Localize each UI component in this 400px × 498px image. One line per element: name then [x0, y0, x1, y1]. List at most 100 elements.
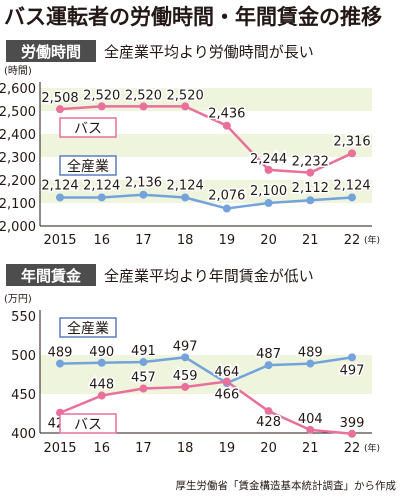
data-label: 464 — [214, 365, 239, 380]
x-tick-label: 21 — [302, 441, 319, 456]
data-point — [139, 384, 148, 393]
data-point — [348, 149, 356, 158]
series-name-box — [59, 317, 117, 338]
data-label: 489 — [48, 346, 73, 361]
data-label: 2,124 — [41, 178, 78, 193]
data-point — [222, 204, 231, 213]
data-label: 2,136 — [125, 176, 162, 191]
x-tick-label: 19 — [219, 233, 236, 248]
data-label: 2,112 — [292, 181, 329, 196]
x-tick-label: 16 — [93, 441, 110, 456]
data-label: 2,520 — [167, 88, 204, 103]
data-label: 491 — [131, 344, 156, 359]
series-name-box — [59, 155, 117, 176]
data-point — [264, 165, 273, 174]
y-tick-label: 2,500 — [0, 105, 36, 120]
y-tick-label: 2,300 — [0, 151, 36, 166]
x-tick-label: 22 — [344, 233, 361, 248]
data-point — [264, 361, 273, 370]
data-label: 2,244 — [250, 152, 287, 167]
data-label: 2,124 — [83, 178, 120, 193]
data-point — [222, 121, 231, 130]
y-axis-unit: (時間) — [4, 65, 32, 77]
data-label: 466 — [214, 388, 239, 403]
y-tick-label: 2,100 — [0, 197, 36, 212]
series-name-label: バス — [74, 121, 102, 137]
data-label: 2,100 — [250, 184, 287, 199]
data-label: 448 — [89, 378, 114, 393]
data-point — [306, 196, 315, 205]
data-point — [181, 353, 190, 362]
annual-wage-panel: 年間賃金 全産業平均より年間賃金が低い (万円) 400 450 500 550 2015 16… — [4, 264, 380, 456]
x-tick-label: 17 — [135, 233, 152, 248]
data-point — [139, 358, 148, 367]
y-tick-label: 400 — [11, 427, 36, 442]
panel-subtitle: 全産業平均より労働時間が長い — [104, 43, 314, 61]
data-point — [97, 358, 106, 367]
main-title: バス運転者の労働時間・年間賃金の推移 — [4, 5, 382, 29]
data-label: 497 — [340, 363, 365, 378]
data-point — [264, 407, 273, 416]
data-point — [264, 199, 273, 207]
x-tick-label: 21 — [302, 233, 319, 248]
data-label: 489 — [298, 346, 323, 361]
data-point — [139, 102, 148, 111]
series-name-label: 全産業 — [67, 158, 109, 175]
data-point — [97, 102, 106, 111]
series-name-label: 全産業 — [67, 320, 109, 337]
data-point — [348, 353, 356, 362]
data-point — [181, 193, 190, 202]
series-name-box — [59, 413, 117, 434]
x-tick-label: 17 — [135, 441, 152, 456]
series-line — [59, 105, 353, 174]
x-axis-unit: (年) — [364, 234, 380, 246]
data-label: 399 — [340, 416, 365, 431]
x-tick-label: 2015 — [43, 441, 76, 456]
data-point — [222, 377, 231, 386]
data-point — [348, 429, 356, 438]
data-label: 2,124 — [333, 178, 370, 193]
data-point — [56, 105, 64, 114]
data-point — [56, 359, 64, 368]
data-label: 457 — [131, 371, 156, 386]
x-tick-label: 20 — [260, 441, 277, 456]
data-point — [306, 359, 315, 368]
y-axis-unit: (万円) — [4, 294, 32, 305]
data-label: 2,232 — [292, 155, 329, 170]
series-line — [59, 380, 353, 436]
y-tick-label: 2,200 — [0, 174, 36, 189]
x-axis-unit: (年) — [364, 442, 380, 454]
data-label: 2,520 — [125, 88, 162, 103]
source-note: 厚生労働省「賃金構造基本統計調査」から作成 — [176, 479, 397, 492]
panel-header-box — [6, 40, 96, 62]
data-label: 2,316 — [333, 134, 370, 149]
data-point — [306, 425, 315, 434]
series-line — [59, 356, 353, 385]
data-point — [56, 193, 64, 202]
y-tick-label: 2,600 — [0, 82, 36, 97]
data-point — [139, 190, 148, 199]
grid-band — [40, 134, 372, 157]
y-tick-label: 550 — [11, 310, 36, 325]
y-tick-label: 450 — [11, 388, 36, 403]
data-label: 459 — [173, 369, 198, 384]
x-tick-label: 22 — [344, 441, 361, 456]
panel-header-label: 年間賃金 — [21, 267, 82, 285]
data-label: 2,436 — [208, 107, 245, 122]
panel-header-label: 労働時間 — [21, 43, 81, 61]
data-label: 490 — [89, 345, 114, 360]
data-label: 487 — [256, 347, 281, 362]
data-point — [306, 168, 315, 177]
data-point — [348, 193, 356, 202]
x-tick-label: 19 — [219, 441, 236, 456]
data-point — [181, 102, 190, 111]
x-tick-label: 16 — [93, 233, 110, 248]
data-label: 2,520 — [83, 88, 120, 103]
x-tick-label: 18 — [177, 441, 194, 456]
x-tick-label: 20 — [260, 233, 277, 248]
data-label: 2,076 — [208, 189, 245, 204]
data-point — [97, 193, 106, 202]
working-hours-panel: 労働時間 全産業平均より労働時間が長い (時間) 2,000 2,100 2,200 2,3… — [0, 40, 380, 248]
panel-header-box — [6, 264, 96, 286]
